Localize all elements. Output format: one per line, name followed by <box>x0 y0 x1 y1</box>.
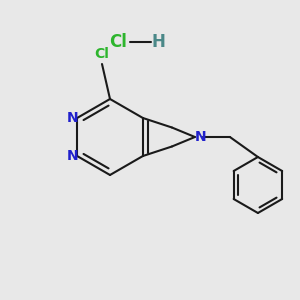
Text: H: H <box>151 33 165 51</box>
Text: Cl: Cl <box>94 47 110 61</box>
Text: Cl: Cl <box>109 33 127 51</box>
Text: N: N <box>66 149 78 163</box>
Text: N: N <box>66 111 78 125</box>
Text: N: N <box>195 130 207 144</box>
